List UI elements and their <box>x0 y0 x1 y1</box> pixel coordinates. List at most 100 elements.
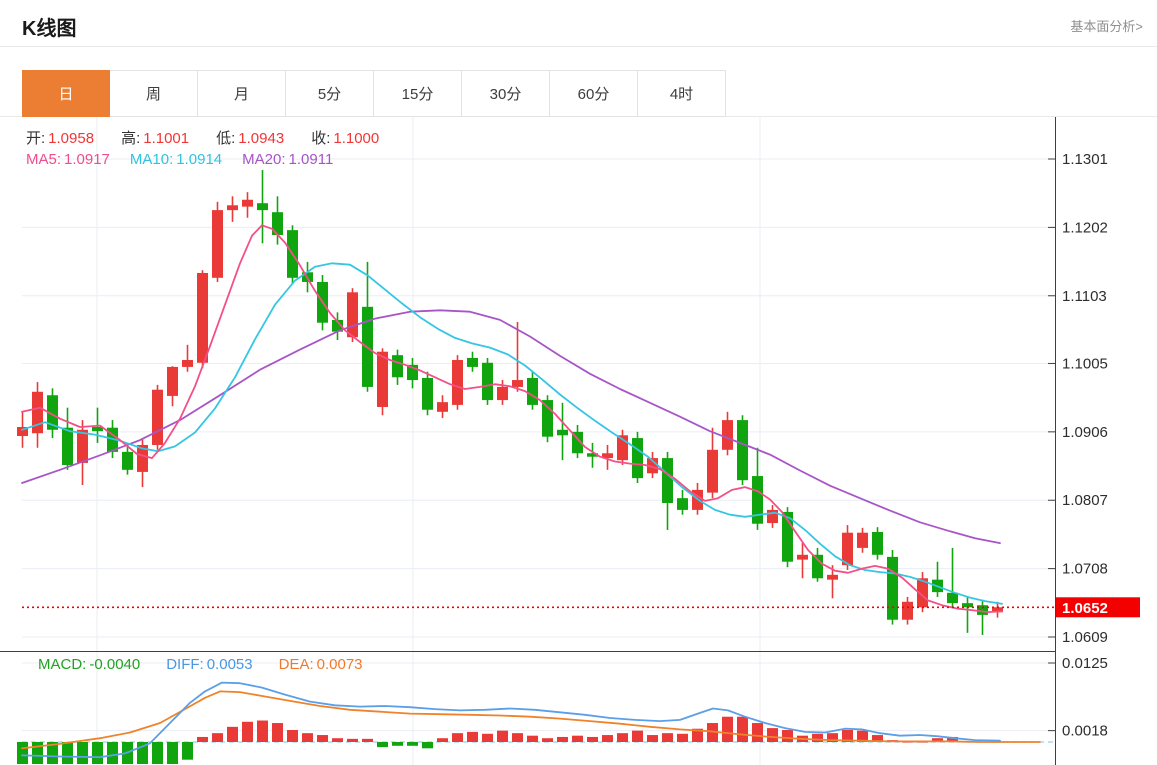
candlestick[interactable] <box>992 607 1003 613</box>
tab-60分[interactable]: 60分 <box>550 70 638 117</box>
candlestick[interactable] <box>617 435 628 461</box>
candlestick[interactable] <box>167 366 178 396</box>
candlestick[interactable] <box>92 427 103 432</box>
candlestick[interactable] <box>857 532 868 548</box>
legend-item: 开: 1.0958 <box>26 130 95 147</box>
ma-legend: MA5: 1.0917 MA10: 1.0914 MA20: 1.0911 <box>26 151 333 168</box>
macd-bar <box>167 742 178 764</box>
candlestick[interactable] <box>662 458 673 503</box>
candlestick[interactable] <box>677 498 688 510</box>
tab-5分[interactable]: 5分 <box>286 70 374 117</box>
candlestick[interactable] <box>47 395 58 430</box>
candlestick[interactable] <box>197 272 208 363</box>
legend-item: DIFF: 0.0053 <box>166 656 253 673</box>
candlestick[interactable] <box>272 212 283 235</box>
candlestick[interactable] <box>227 205 238 211</box>
candlestick[interactable] <box>767 509 778 524</box>
candlestick[interactable] <box>242 199 253 207</box>
header-divider <box>0 46 1157 47</box>
macd-bar <box>662 733 673 742</box>
price-tick-label: 1.0906 <box>1062 424 1108 441</box>
macd-bar <box>527 735 538 742</box>
candlestick[interactable] <box>977 605 988 615</box>
macd-bar <box>872 735 883 742</box>
candlestick[interactable] <box>572 431 583 454</box>
candlestick[interactable] <box>77 429 88 463</box>
candlestick[interactable] <box>587 453 598 457</box>
candlestick[interactable] <box>557 429 568 436</box>
candlestick[interactable] <box>887 556 898 620</box>
macd-bar <box>257 720 268 742</box>
candlestick[interactable] <box>917 578 928 608</box>
macd-bar <box>602 735 613 742</box>
candlestick[interactable] <box>902 601 913 620</box>
macd-bar <box>17 742 28 764</box>
macd-bar <box>332 738 343 742</box>
candlestick[interactable] <box>497 386 508 401</box>
candlestick[interactable] <box>797 554 808 560</box>
candlestick[interactable] <box>812 554 823 579</box>
candlestick[interactable] <box>467 357 478 367</box>
candlestick[interactable] <box>17 427 28 436</box>
macd-bar <box>722 716 733 742</box>
candlestick[interactable] <box>632 438 643 479</box>
candlestick[interactable] <box>392 355 403 378</box>
candlestick[interactable] <box>377 351 388 407</box>
candlestick[interactable] <box>32 391 43 434</box>
macd-tick-label: 0.0125 <box>1062 655 1108 672</box>
macd-legend: MACD: -0.0040 DIFF: 0.0053 DEA: 0.0073 <box>38 656 363 673</box>
tab-30分[interactable]: 30分 <box>462 70 550 117</box>
candlestick[interactable] <box>152 389 163 445</box>
macd-bar <box>212 733 223 742</box>
candlestick[interactable] <box>332 319 343 332</box>
candlestick[interactable] <box>827 574 838 580</box>
candlestick[interactable] <box>872 532 883 555</box>
candlestick[interactable] <box>527 377 538 405</box>
candlestick[interactable] <box>422 377 433 410</box>
candlestick[interactable] <box>347 292 358 338</box>
candlestick[interactable] <box>707 449 718 493</box>
candlestick[interactable] <box>542 400 553 437</box>
candlestick[interactable] <box>182 360 193 367</box>
candlestick[interactable] <box>647 458 658 474</box>
candlestick[interactable] <box>407 364 418 381</box>
candlestick[interactable] <box>437 402 448 412</box>
macd-bar <box>632 730 643 742</box>
candlestick[interactable] <box>482 362 493 401</box>
fundamental-analysis-link[interactable]: 基本面分析> <box>1070 19 1143 34</box>
candlestick[interactable] <box>122 451 133 470</box>
candlestick[interactable] <box>962 603 973 608</box>
candlestick[interactable] <box>452 360 463 405</box>
tab-日[interactable]: 日 <box>22 70 110 117</box>
candlestick[interactable] <box>737 420 748 481</box>
candlestick[interactable] <box>842 532 853 566</box>
candlestick[interactable] <box>752 476 763 524</box>
macd-bar <box>932 738 943 742</box>
macd-bar <box>542 738 553 742</box>
ohlc-legend: 开: 1.0958 高: 1.1001 低: 1.0943 收: 1.1000 <box>26 127 379 148</box>
candlestick[interactable] <box>137 444 148 472</box>
legend-item: MA20: 1.0911 <box>242 151 334 168</box>
candlestick[interactable] <box>212 210 223 278</box>
tab-15分[interactable]: 15分 <box>374 70 462 117</box>
tab-周[interactable]: 周 <box>110 70 198 117</box>
macd-bar <box>377 742 388 748</box>
candlestick[interactable] <box>512 380 523 387</box>
price-tick-label: 1.1103 <box>1062 288 1107 305</box>
candlestick[interactable] <box>602 453 613 459</box>
macd-bar <box>782 729 793 742</box>
macd-bar <box>752 723 763 742</box>
candlestick[interactable] <box>257 203 268 211</box>
candlestick[interactable] <box>782 511 793 562</box>
legend-item: DEA: 0.0073 <box>278 656 363 673</box>
candlestick[interactable] <box>947 592 958 604</box>
macd-bar <box>452 733 463 742</box>
candlestick[interactable] <box>722 420 733 450</box>
macd-bar <box>302 733 313 742</box>
macd-bar <box>467 731 478 742</box>
tab-4时[interactable]: 4时 <box>638 70 726 117</box>
macd-bar <box>827 733 838 742</box>
tab-月[interactable]: 月 <box>198 70 286 117</box>
macd-bar <box>482 733 493 742</box>
candlestick[interactable] <box>62 427 73 466</box>
